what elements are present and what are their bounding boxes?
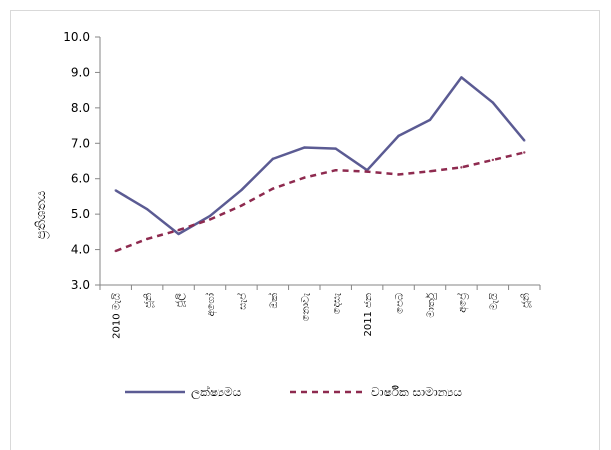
data-point (523, 139, 526, 142)
legend-label-1: වාර්ෂික සාමාන්‍යය (371, 385, 462, 399)
y-tick-label: 5.0 (71, 207, 90, 221)
x-tick-label: මැයි (489, 293, 500, 311)
x-tick-label: අගෝ (204, 293, 217, 316)
x-tick-label: 2010 මැයි (112, 293, 123, 339)
chart-frame (10, 10, 600, 450)
x-tick-label: දෙසැ (332, 293, 343, 314)
x-tick-label: ජූනි (143, 293, 154, 308)
data-point (460, 76, 463, 79)
data-point (397, 173, 400, 176)
data-point (303, 146, 306, 149)
x-tick-label: නොවැ (300, 293, 311, 321)
y-tick-label: 7.0 (71, 136, 90, 150)
x-tick-label: ජූනි (520, 293, 531, 308)
data-point (523, 151, 526, 154)
data-point (428, 170, 432, 173)
y-tick-label: 9.0 (71, 65, 90, 79)
series-line-1 (115, 151, 525, 253)
data-point (240, 188, 243, 192)
y-tick-label: 10.0 (63, 30, 90, 44)
data-point (491, 158, 495, 162)
data-point (271, 157, 275, 161)
y-tick-labels: 3.0 4.0 5.0 6.0 7.0 8.0 9.0 10.0 (63, 30, 90, 292)
data-point (460, 166, 463, 169)
series-line-0 (115, 76, 526, 236)
data-point (491, 101, 495, 104)
data-point (114, 249, 117, 253)
y-tick-label: 8.0 (71, 101, 90, 115)
x-tick-label: අප්‍රේ (455, 293, 468, 313)
data-point (145, 237, 149, 241)
y-axis-label: ප්‍රතිශතය (34, 191, 49, 240)
legend-label-0: ලක්ෂ්‍යමය (191, 385, 242, 400)
data-point (177, 228, 180, 232)
x-tick-label: පෙබ (395, 293, 406, 314)
y-tick-label: 3.0 (71, 278, 90, 292)
data-point (428, 118, 432, 122)
series-lines (114, 76, 526, 253)
data-point (114, 189, 117, 192)
data-point (145, 207, 149, 211)
axes (95, 36, 541, 290)
data-point (208, 218, 212, 221)
data-point (334, 147, 337, 150)
data-point (271, 187, 275, 190)
x-tick-label: ජූලි (175, 293, 186, 308)
x-tick-label: මාර්තු (425, 293, 437, 318)
x-tick-label: සැප් (235, 293, 248, 310)
x-tick-label: ඔක් (267, 293, 280, 309)
y-tick-label: 4.0 (71, 243, 90, 257)
y-tick-label: 6.0 (71, 172, 90, 186)
x-tick-label: 2011 ජන (363, 293, 374, 337)
data-point (303, 176, 306, 179)
data-point (240, 204, 243, 207)
data-point (365, 170, 369, 173)
data-point (334, 169, 337, 172)
legend: ලක්ෂ්‍යමය වාර්ෂික සාමාන්‍යය (125, 385, 462, 400)
data-point (208, 214, 212, 218)
data-point (397, 134, 400, 138)
x-tick-labels: 2010 මැයි ජූනි ජූලි අගෝ සැප් ඔක් නොවැ දෙසැ 2011 … (112, 293, 532, 339)
data-point (177, 232, 180, 236)
